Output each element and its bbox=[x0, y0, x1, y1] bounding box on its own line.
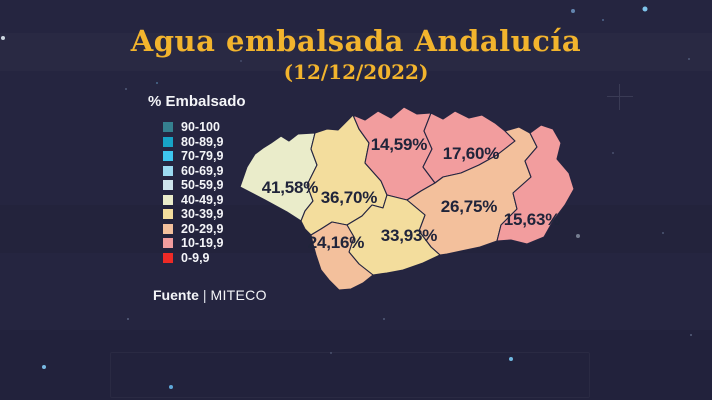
legend-label: 60-69,9 bbox=[181, 163, 224, 178]
legend-label: 30-39,9 bbox=[181, 207, 224, 222]
legend-title: % Embalsado bbox=[148, 93, 246, 110]
page-title: Agua embalsada Andalucía bbox=[130, 24, 582, 58]
legend-swatch bbox=[163, 252, 173, 263]
legend-item: 0-9,9 bbox=[148, 251, 246, 266]
legend-label: 50-59,9 bbox=[181, 178, 224, 193]
background-rectangle-decoration bbox=[110, 352, 590, 398]
legend-label: 70-79,9 bbox=[181, 149, 224, 164]
source-separator: | bbox=[202, 287, 207, 303]
map-region-almeria bbox=[496, 124, 575, 245]
legend-swatch bbox=[163, 209, 173, 220]
legend-label: 80-89,9 bbox=[181, 134, 224, 149]
region-value-huelva: 41,58% bbox=[261, 178, 319, 197]
legend-item: 30-39,9 bbox=[148, 207, 246, 222]
source-attribution: Fuente | MITECO bbox=[153, 287, 267, 303]
region-value-cadiz: 24,16% bbox=[307, 233, 365, 252]
color-scale-legend: % Embalsado 90-100 80-89,9 70-79,9 60-69… bbox=[148, 93, 246, 265]
legend-item: 50-59,9 bbox=[148, 178, 246, 193]
legend-swatch bbox=[163, 151, 173, 162]
legend-label: 0-9,9 bbox=[181, 250, 210, 265]
legend-label: 90-100 bbox=[181, 120, 220, 135]
legend-item: 40-49,9 bbox=[148, 193, 246, 208]
source-label: Fuente bbox=[153, 287, 199, 303]
source-value: MITECO bbox=[210, 287, 267, 303]
legend-item: 60-69,9 bbox=[148, 164, 246, 179]
legend-swatch bbox=[163, 194, 173, 205]
map-region-cadiz bbox=[310, 221, 374, 291]
legend-label: 40-49,9 bbox=[181, 192, 224, 207]
legend-item: 70-79,9 bbox=[148, 149, 246, 164]
legend-swatch bbox=[163, 122, 173, 133]
region-value-granada: 26,75% bbox=[440, 197, 498, 216]
legend-swatch bbox=[163, 136, 173, 147]
legend-swatch bbox=[163, 238, 173, 249]
legend-item: 20-29,9 bbox=[148, 222, 246, 237]
region-value-malaga: 33,93% bbox=[380, 226, 438, 245]
legend-label: 20-29,9 bbox=[181, 221, 224, 236]
legend-item: 90-100 bbox=[148, 120, 246, 135]
andalucia-choropleth-map bbox=[239, 106, 575, 291]
legend-swatch bbox=[163, 223, 173, 234]
region-value-sevilla: 36,70% bbox=[320, 188, 378, 207]
legend-item: 10-19,9 bbox=[148, 236, 246, 251]
date-subtitle: (12/12/2022) bbox=[283, 60, 429, 84]
background-stars bbox=[0, 0, 2, 2]
legend-item: 80-89,9 bbox=[148, 135, 246, 150]
region-value-jaen: 17,60% bbox=[442, 144, 500, 163]
legend-swatch bbox=[163, 180, 173, 191]
region-value-cordoba: 14,59% bbox=[370, 135, 428, 154]
crosshair-decoration bbox=[607, 84, 633, 110]
legend-label: 10-19,9 bbox=[181, 236, 224, 251]
region-value-almeria: 15,63% bbox=[503, 210, 561, 229]
legend-swatch bbox=[163, 165, 173, 176]
map-region-huelva bbox=[239, 132, 318, 222]
